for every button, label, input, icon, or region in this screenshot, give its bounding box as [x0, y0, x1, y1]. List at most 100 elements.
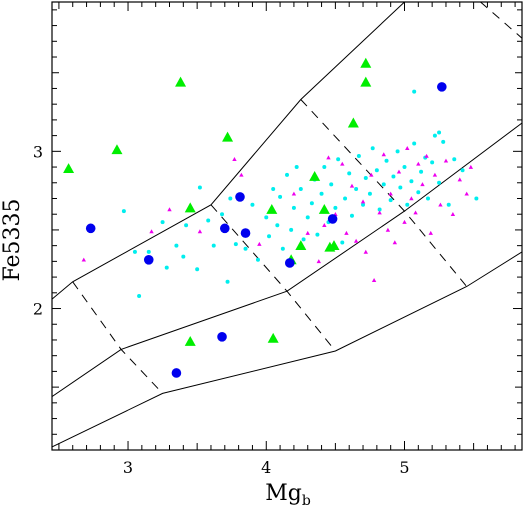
cyan-dot-point	[474, 196, 479, 201]
cyan-dot-point	[121, 209, 126, 214]
cyan-dot-point	[388, 198, 393, 203]
x-axis-label-subscript: b	[302, 493, 311, 509]
cyan-dot-point	[452, 157, 457, 162]
green-triangle-point	[63, 163, 75, 174]
cyan-dot-point	[432, 133, 437, 138]
cyan-dot-point	[285, 172, 289, 177]
green-triangle-point	[360, 57, 372, 68]
model-dashed-line-2	[210, 204, 336, 352]
cyan-dot-point	[206, 218, 211, 223]
magenta-triangle-point	[381, 152, 386, 157]
x-axis-label: Mgb	[265, 481, 311, 509]
magenta-triangle-point	[377, 210, 382, 215]
cyan-dot-point	[243, 246, 248, 251]
x-tick-label: 3	[123, 458, 133, 477]
cyan-dot-point	[347, 171, 352, 176]
cyan-dot-point	[391, 174, 396, 179]
magenta-triangle-point	[416, 161, 421, 166]
cyan-dot-point	[291, 205, 296, 210]
cyan-dot-point	[395, 149, 400, 154]
cyan-dot-point	[220, 212, 225, 217]
cyan-dot-point	[255, 257, 260, 262]
data-points	[63, 57, 479, 378]
cyan-dot-point	[294, 165, 299, 170]
model-dashed-line-4	[480, 2, 522, 39]
cyan-dot-point	[184, 223, 189, 228]
magenta-triangle-point	[420, 182, 425, 187]
cyan-dot-point	[333, 205, 338, 210]
cyan-dot-point	[278, 194, 283, 199]
green-triangle-point	[318, 203, 330, 214]
cyan-dot-point	[354, 187, 359, 192]
cyan-dot-point	[398, 185, 403, 190]
magenta-triangle-point	[464, 191, 469, 196]
cyan-dot-point	[361, 202, 366, 207]
blue-circle-point	[240, 228, 251, 238]
blue-circle-point	[143, 254, 154, 265]
magenta-triangle-point	[457, 177, 462, 182]
blue-circle-point	[217, 332, 227, 342]
model-solid-line-1	[52, 2, 405, 300]
magenta-triangle-point	[239, 172, 244, 177]
cyan-dot-point	[374, 168, 379, 173]
y-axis-label: Fe5335	[0, 198, 25, 281]
blue-circle-point	[219, 223, 230, 234]
cyan-dot-point	[441, 139, 446, 144]
cyan-dot-point	[340, 240, 345, 245]
cyan-dot-point	[298, 187, 303, 192]
blue-circle-point	[437, 82, 447, 92]
cyan-dot-point	[322, 165, 327, 170]
cyan-dot-point	[181, 254, 186, 259]
magenta-triangle-point	[149, 229, 154, 234]
green-triangle-point	[295, 240, 307, 251]
cyan-dot-point	[233, 242, 238, 247]
cyan-dot-point	[367, 191, 372, 196]
magenta-triangle-point	[322, 223, 327, 227]
cyan-dot-point	[349, 213, 354, 218]
cyan-dot-point	[319, 191, 324, 196]
cyan-dot-point	[228, 196, 233, 201]
cyan-dot-point	[289, 227, 294, 232]
cyan-dot-point	[264, 215, 269, 220]
cyan-dot-point	[315, 232, 320, 237]
magenta-triangle-point	[360, 199, 366, 204]
magenta-triangle-point	[396, 169, 402, 174]
blue-circle-point	[284, 258, 295, 268]
green-triangle-point	[111, 144, 123, 155]
green-triangle-point	[309, 170, 321, 181]
cyan-dot-point	[271, 187, 276, 192]
axis-ticks	[52, 2, 522, 450]
cyan-dot-point	[460, 168, 465, 173]
cyan-dot-point	[336, 157, 341, 162]
blue-circle-point	[327, 214, 338, 224]
cyan-dot-point	[416, 190, 421, 195]
magenta-triangle-point	[81, 257, 86, 262]
cyan-dot-point	[430, 160, 435, 165]
cyan-dot-point	[250, 202, 255, 207]
cyan-dot-point	[301, 237, 306, 242]
green-triangle-point	[175, 76, 187, 87]
magenta-triangle-point	[428, 230, 433, 235]
magenta-triangle-point	[326, 155, 331, 160]
magenta-triangle-point	[371, 278, 377, 282]
green-triangle-point	[267, 332, 279, 343]
blue-circle-point	[85, 223, 96, 234]
green-triangle-point	[184, 336, 196, 346]
cyan-dot-point	[211, 243, 216, 248]
cyan-dot-point	[225, 279, 230, 284]
magenta-triangle-point	[316, 259, 321, 264]
cyan-dot-point	[267, 234, 272, 239]
magenta-triangle-point	[438, 202, 443, 207]
cyan-dot-point	[164, 265, 169, 270]
cyan-dot-point	[329, 182, 334, 187]
model-dashed-line-3	[300, 99, 468, 287]
green-triangle-point	[328, 240, 340, 251]
x-tick-label: 5	[399, 458, 409, 477]
y-tick-label: 2	[33, 300, 43, 319]
green-triangle-point	[360, 76, 372, 87]
magenta-triangle-point	[349, 183, 355, 188]
cyan-dot-point	[409, 179, 414, 184]
plot-frame	[51, 1, 523, 451]
cyan-dot-point	[446, 202, 451, 207]
magenta-triangle-point	[167, 207, 172, 212]
